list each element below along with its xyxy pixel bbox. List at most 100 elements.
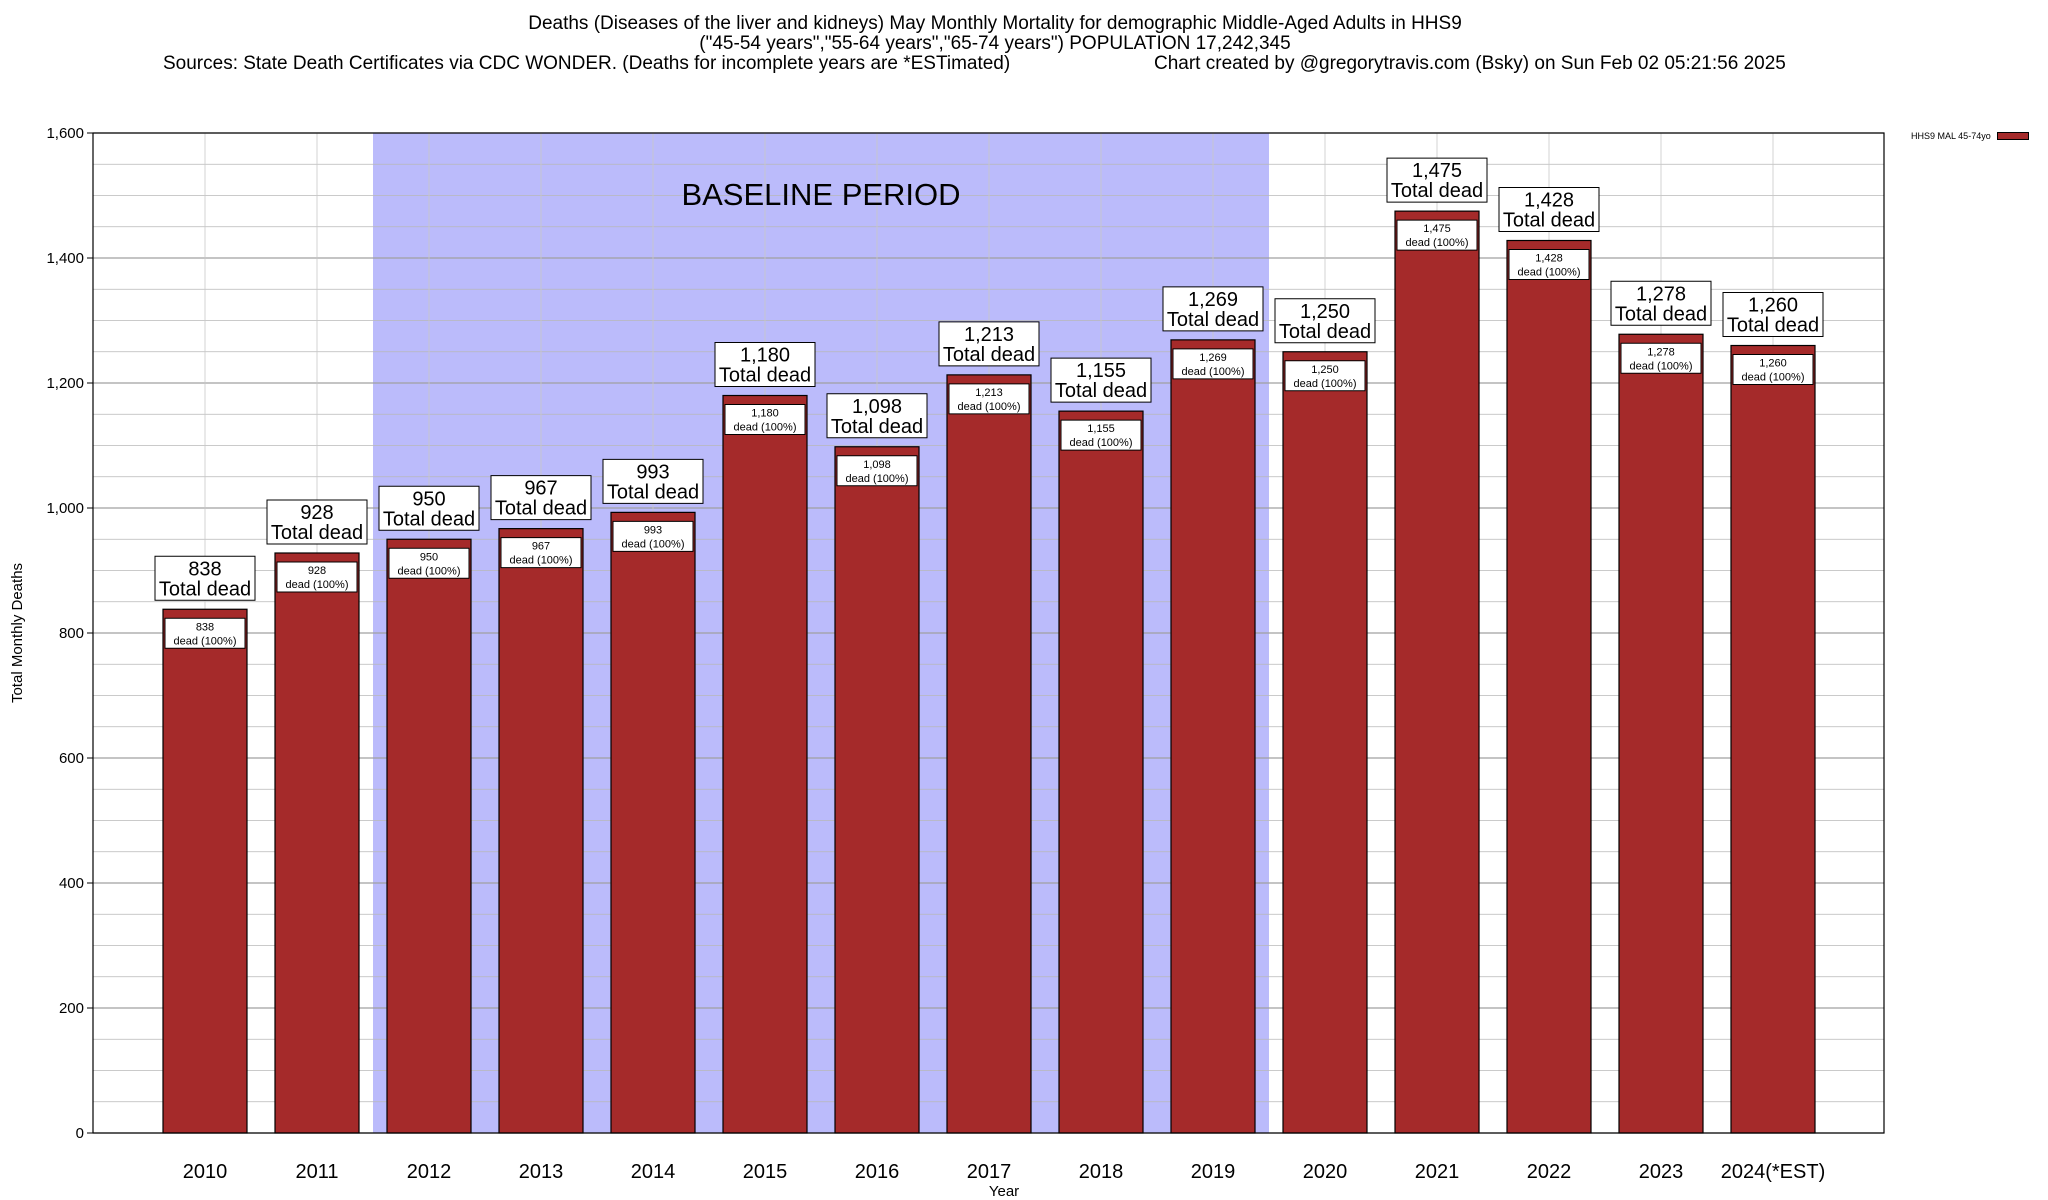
top-label-box	[714, 342, 816, 387]
top-label-box	[602, 458, 704, 504]
x-tick-label: 2018	[1079, 1161, 1124, 1183]
inner-value-label: 1,269	[1199, 352, 1227, 364]
inner-value-label: 1,098	[863, 459, 891, 471]
y-tick-label: 1,000	[46, 500, 84, 517]
inner-percent-label: dead (100%)	[398, 565, 461, 577]
top-label-box	[1498, 187, 1600, 232]
inner-percent-label: dead (100%)	[1182, 366, 1245, 378]
x-tick-label: 2021	[1415, 1161, 1460, 1183]
x-tick-label: 2020	[1303, 1161, 1348, 1183]
bar	[1618, 333, 1704, 1134]
title-line-2: ("45-54 years","55-64 years","65-74 year…	[699, 33, 1291, 54]
inner-percent-label: dead (100%)	[1070, 437, 1133, 449]
inner-value-label: 967	[532, 541, 550, 553]
inner-percent-label: dead (100%)	[174, 635, 237, 647]
y-tick-label: 1,600	[46, 125, 84, 142]
bar	[946, 374, 1032, 1134]
legend: HHS9 MAL 45-74yo	[1911, 131, 2029, 141]
bar	[274, 552, 360, 1134]
top-value-label: 1,213	[964, 324, 1014, 346]
top-value-label: 1,098	[852, 396, 902, 418]
top-label-box	[266, 499, 368, 545]
inner-percent-label: dead (100%)	[734, 422, 797, 434]
bar	[1730, 344, 1816, 1134]
inner-label-box	[836, 455, 918, 487]
inner-percent-label: dead (100%)	[510, 555, 573, 567]
top-total-label: Total dead	[383, 508, 475, 530]
bar	[162, 608, 248, 1134]
inner-value-label: 950	[420, 551, 438, 563]
inner-label-box	[1396, 219, 1478, 251]
top-total-label: Total dead	[831, 416, 923, 438]
top-total-label: Total dead	[607, 481, 699, 503]
inner-label-box	[1620, 342, 1702, 374]
inner-percent-label: dead (100%)	[958, 401, 1021, 413]
x-tick-label: 2023	[1639, 1161, 1684, 1183]
x-tick-label: 2017	[967, 1161, 1012, 1183]
inner-value-label: 928	[308, 565, 326, 577]
inner-label-box	[164, 617, 246, 649]
chart-title: Deaths (Diseases of the liver and kidney…	[0, 14, 1990, 54]
title-line-1: Deaths (Diseases of the liver and kidney…	[528, 13, 1462, 34]
inner-label-box	[948, 383, 1030, 415]
baseline-period-label: BASELINE PERIOD	[681, 177, 960, 212]
inner-label-box	[1060, 419, 1142, 451]
top-value-label: 928	[300, 502, 333, 524]
x-axis-label: Year	[989, 1183, 1019, 1200]
inner-value-label: 1,155	[1087, 423, 1115, 435]
x-tick-label: 2016	[855, 1161, 900, 1183]
top-total-label: Total dead	[271, 522, 363, 544]
top-value-label: 993	[636, 461, 669, 483]
inner-label-box	[388, 547, 470, 579]
top-value-label: 1,269	[1188, 289, 1238, 311]
bar	[1394, 210, 1480, 1134]
top-value-label: 1,278	[1636, 283, 1686, 305]
top-total-label: Total dead	[1503, 210, 1595, 232]
x-tick-label: 2010	[183, 1161, 228, 1183]
inner-value-label: 1,260	[1759, 358, 1787, 370]
top-total-label: Total dead	[495, 498, 587, 520]
inner-label-box	[1508, 249, 1590, 280]
inner-label-box	[276, 561, 358, 593]
y-tick-label: 0	[76, 1125, 84, 1142]
x-tick-label: 2015	[743, 1161, 788, 1183]
bar	[1170, 339, 1256, 1134]
bar	[1282, 351, 1368, 1134]
x-tick-label: 2024(*EST)	[1721, 1161, 1826, 1183]
top-value-label: 967	[524, 478, 557, 500]
top-total-label: Total dead	[159, 578, 251, 600]
bar	[1058, 410, 1144, 1134]
y-axis-label: Total Monthly Deaths	[9, 563, 26, 703]
inner-percent-label: dead (100%)	[1406, 237, 1469, 249]
top-total-label: Total dead	[719, 365, 811, 387]
top-value-label: 1,155	[1076, 360, 1126, 382]
inner-value-label: 1,213	[975, 387, 1003, 399]
x-tick-label: 2011	[295, 1161, 338, 1183]
x-tick-label: 2019	[1191, 1161, 1236, 1183]
top-value-label: 838	[188, 558, 221, 580]
top-total-label: Total dead	[1279, 321, 1371, 343]
top-label-box	[1386, 157, 1488, 203]
bar	[834, 446, 920, 1134]
top-total-label: Total dead	[1055, 380, 1147, 402]
top-label-box	[154, 555, 256, 601]
inner-value-label: 1,180	[751, 408, 779, 420]
top-total-label: Total dead	[943, 344, 1035, 366]
top-value-label: 1,428	[1524, 190, 1574, 212]
top-label-box	[378, 485, 480, 531]
top-value-label: 1,250	[1300, 301, 1350, 323]
y-tick-label: 600	[59, 750, 84, 767]
inner-label-box	[724, 404, 806, 435]
top-value-label: 950	[412, 488, 445, 510]
top-label-box	[1162, 286, 1264, 332]
inner-value-label: 1,278	[1647, 346, 1675, 358]
inner-value-label: 1,475	[1423, 223, 1451, 235]
top-total-label: Total dead	[1727, 315, 1819, 337]
bar	[1506, 239, 1592, 1134]
inner-percent-label: dead (100%)	[1742, 372, 1805, 384]
top-label-box	[1610, 280, 1712, 326]
top-label-box	[1050, 357, 1152, 403]
inner-percent-label: dead (100%)	[286, 579, 349, 591]
inner-value-label: 1,250	[1311, 364, 1339, 376]
